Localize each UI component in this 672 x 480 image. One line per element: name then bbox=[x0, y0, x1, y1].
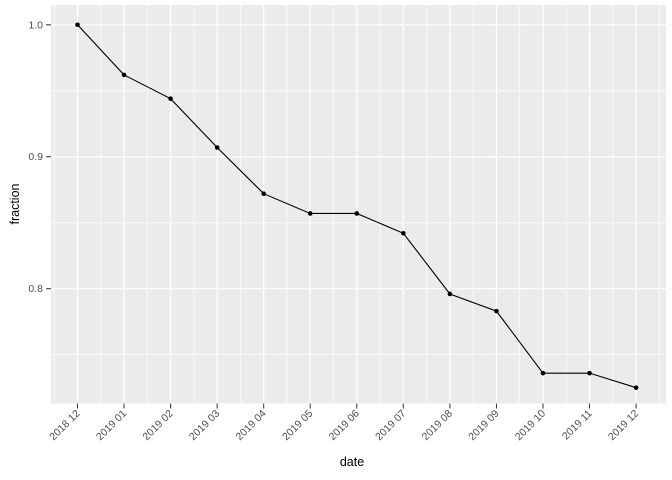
x-tick-label: 2019 10 bbox=[513, 408, 548, 443]
y-tick-label: 1.0 bbox=[28, 19, 43, 31]
data-point bbox=[401, 230, 406, 236]
x-tick-label: 2019 08 bbox=[420, 408, 455, 443]
x-tick-label: 2019 05 bbox=[280, 408, 315, 443]
data-point bbox=[587, 370, 592, 376]
x-tick-label: 2019 07 bbox=[373, 408, 408, 443]
data-point bbox=[261, 191, 267, 196]
x-tick-label: 2018 12 bbox=[47, 408, 82, 443]
data-point bbox=[121, 72, 127, 78]
plot-panel bbox=[51, 5, 666, 404]
y-axis-title: fraction bbox=[8, 183, 22, 225]
x-tick-label: 2019 03 bbox=[187, 408, 222, 443]
x-tick-label: 2019 02 bbox=[140, 408, 175, 443]
data-point bbox=[494, 308, 499, 314]
data-point bbox=[168, 96, 173, 101]
data-point bbox=[307, 211, 313, 216]
data-point bbox=[75, 22, 80, 28]
x-tick-label: 2019 06 bbox=[327, 408, 362, 443]
data-point bbox=[354, 211, 360, 216]
data-point bbox=[633, 385, 639, 390]
y-tick-label: 0.9 bbox=[28, 151, 43, 163]
data-point bbox=[447, 291, 453, 297]
x-tick-label: 2019 12 bbox=[606, 408, 641, 443]
x-tick-label: 2019 04 bbox=[233, 408, 268, 443]
y-tick-label: 0.8 bbox=[28, 283, 43, 295]
x-tick-label: 2019 11 bbox=[560, 408, 595, 443]
data-point bbox=[540, 370, 546, 376]
x-tick-label: 2019 09 bbox=[466, 408, 501, 443]
x-tick-label: 2019 01 bbox=[94, 408, 129, 443]
x-axis-title: date bbox=[339, 455, 365, 469]
data-point bbox=[214, 145, 220, 150]
